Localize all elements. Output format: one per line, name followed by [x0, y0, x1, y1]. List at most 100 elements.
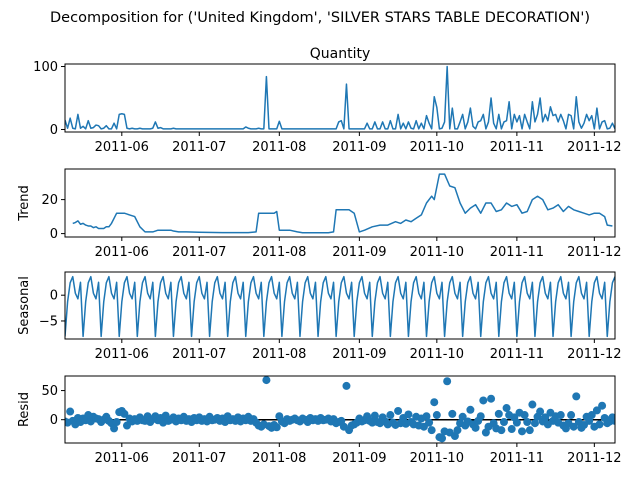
series-line	[65, 275, 615, 338]
resid-point	[432, 411, 441, 420]
axes-title: Quantity	[310, 46, 371, 62]
y-tick-label: 0	[50, 123, 58, 138]
resid-point	[120, 409, 129, 418]
x-tick-label: 2011-07	[172, 347, 226, 362]
resid-point	[438, 434, 446, 443]
axes-frame	[64, 168, 616, 238]
x-tick-label: 2011-10	[410, 245, 464, 260]
y-tick-label: 0	[50, 289, 58, 304]
resid-point	[528, 400, 537, 409]
axes-frame	[64, 375, 616, 444]
plot-area	[65, 376, 615, 443]
series-line	[72, 173, 613, 234]
x-tick-label: 2011-09	[332, 140, 386, 155]
resid-point	[110, 424, 119, 433]
resid-point	[518, 427, 527, 436]
resid-point	[572, 392, 581, 401]
resid-point	[611, 416, 615, 425]
resid-point	[386, 411, 395, 420]
x-tick-label: 2011-09	[332, 347, 386, 362]
resid-point	[525, 426, 534, 435]
y-axis-label: Seasonal	[17, 276, 32, 335]
resid-point	[487, 394, 496, 403]
resid-point	[541, 413, 550, 422]
resid-point	[272, 423, 281, 432]
x-tick-label: 2011-12	[567, 245, 621, 260]
x-tick-label: 2011-11	[490, 245, 544, 260]
quantity-panel: 2011-06 2011-07 2011-08 2011-09 2011-10 2011-…	[33, 46, 621, 155]
resid-panel: 2011-06 2011-07 2011-08 2011-09 2011-10 2011-…	[17, 375, 622, 466]
y-axis-label: Trend	[17, 185, 32, 222]
resid-point	[430, 398, 439, 407]
x-tick-label: 2011-07	[172, 451, 226, 466]
axes-frame	[64, 271, 616, 340]
resid-point	[370, 411, 379, 420]
plot-area	[72, 173, 613, 234]
resid-point	[476, 412, 485, 421]
resid-point	[479, 396, 488, 405]
x-tick-label: 2011-10	[410, 451, 464, 466]
x-tick-label: 2011-09	[332, 245, 386, 260]
x-tick-label: 2011-06	[95, 140, 149, 155]
resid-point	[112, 418, 121, 427]
resid-point	[523, 418, 532, 427]
y-tick-label: 50	[41, 384, 58, 399]
resid-point	[507, 425, 516, 434]
y-tick-label: 0	[50, 227, 58, 242]
x-tick-label: 2011-11	[490, 451, 544, 466]
resid-point	[66, 407, 75, 416]
resid-point	[453, 426, 462, 435]
resid-point	[592, 406, 601, 415]
plot-area	[65, 65, 615, 130]
resid-point	[262, 376, 271, 385]
resid-point	[458, 412, 467, 421]
x-tick-label: 2011-07	[172, 140, 226, 155]
y-tick-label: −5	[39, 314, 58, 329]
resid-point	[443, 377, 452, 386]
x-tick-label: 2011-06	[95, 245, 149, 260]
resid-point	[471, 423, 480, 432]
resid-point	[448, 409, 457, 418]
resid-point	[494, 409, 503, 418]
resid-point	[497, 426, 506, 435]
x-tick-label: 2011-12	[567, 140, 621, 155]
x-tick-label: 2011-12	[567, 451, 621, 466]
resid-point	[404, 410, 413, 419]
resid-point	[530, 419, 539, 428]
resid-point	[422, 412, 431, 421]
resid-point	[342, 381, 351, 390]
x-tick-label: 2011-10	[410, 140, 464, 155]
resid-point	[502, 404, 511, 413]
resid-point	[536, 407, 545, 416]
resid-point	[394, 406, 403, 415]
y-tick-label: 100	[33, 60, 58, 75]
resid-point	[569, 422, 578, 431]
trend-panel: 2011-06 2011-07 2011-08 2011-09 2011-10 2011-…	[17, 168, 622, 260]
y-tick-label: 20	[41, 193, 58, 208]
series-line	[65, 65, 615, 130]
resid-point	[425, 418, 434, 427]
plot-area	[65, 275, 615, 338]
seasonal-panel: 2011-06 2011-07 2011-08 2011-09 2011-10 2011-…	[17, 271, 622, 362]
resid-point	[427, 426, 436, 435]
x-tick-label: 2011-07	[172, 245, 226, 260]
resid-point	[556, 411, 565, 420]
x-tick-label: 2011-08	[252, 347, 306, 362]
x-tick-label: 2011-11	[490, 140, 544, 155]
x-tick-label: 2011-12	[567, 347, 621, 362]
y-axis-label: Resid	[17, 392, 32, 427]
resid-point	[520, 411, 529, 420]
x-tick-label: 2011-08	[252, 245, 306, 260]
x-tick-label: 2011-06	[95, 451, 149, 466]
x-tick-label: 2011-08	[252, 451, 306, 466]
resid-point	[595, 420, 604, 429]
x-tick-label: 2011-08	[252, 140, 306, 155]
y-tick-label: 0	[50, 413, 58, 428]
figure-suptitle: Decomposition for ('United Kingdom', 'SI…	[50, 10, 590, 26]
resid-point	[598, 401, 607, 410]
resid-point	[499, 418, 508, 427]
x-tick-label: 2011-09	[332, 451, 386, 466]
x-tick-label: 2011-06	[95, 347, 149, 362]
axes-frame	[64, 63, 616, 133]
